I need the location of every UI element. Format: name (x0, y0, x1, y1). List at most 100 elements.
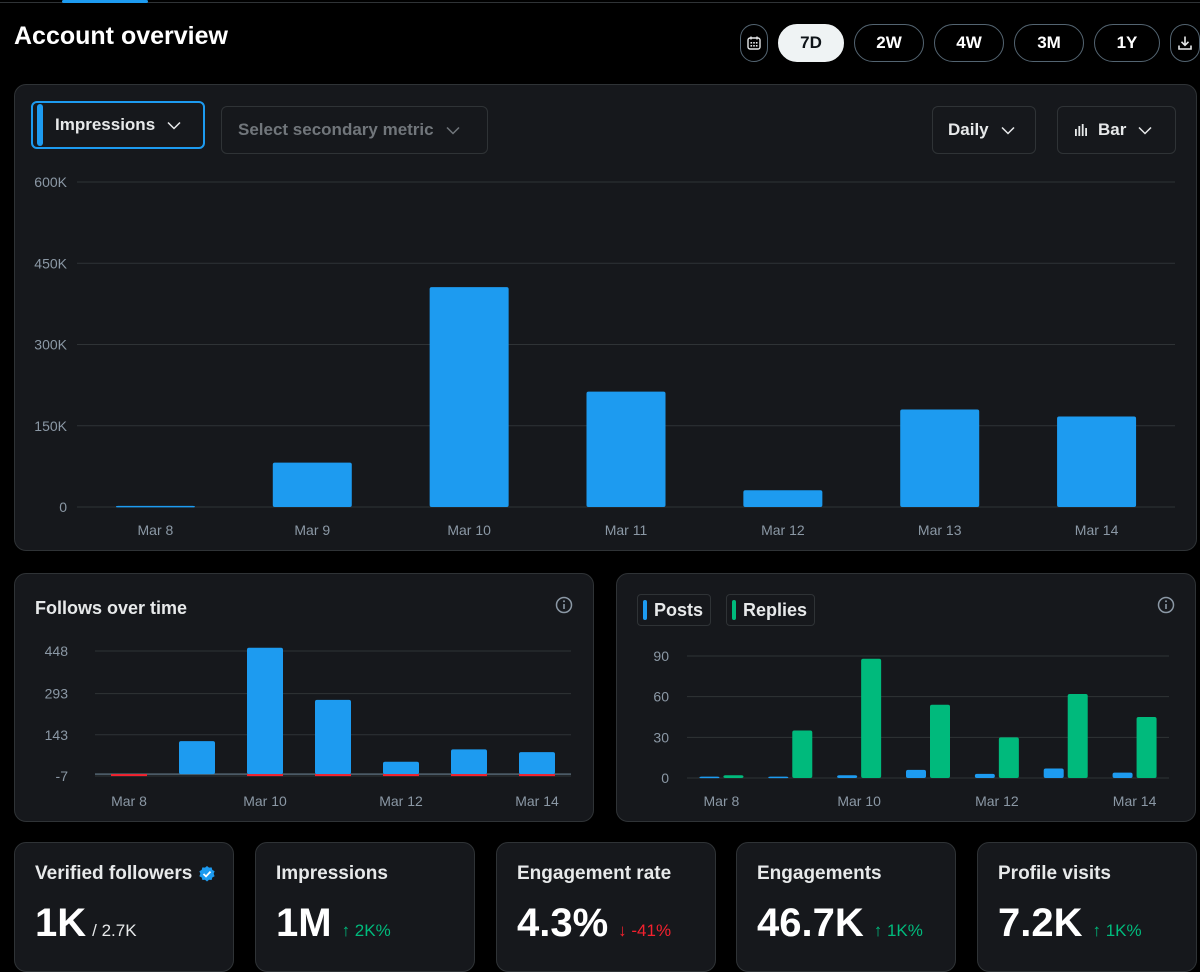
range-7d-button[interactable]: 7D (778, 24, 844, 62)
legend-posts-label: Posts (654, 599, 704, 620)
download-button[interactable] (1170, 24, 1200, 62)
y-tick-label: -7 (56, 768, 69, 784)
info-icon[interactable] (1157, 596, 1175, 614)
replies-legend-marker (732, 600, 736, 620)
y-tick-label: 600K (34, 174, 67, 190)
stat-profile-visits[interactable]: Profile visits 7.2K ↑ 1K% (977, 842, 1197, 972)
stat-value: 1K (35, 901, 87, 945)
posts-bar (1043, 768, 1064, 778)
verified-badge-icon (199, 866, 215, 882)
chevron-down-icon (1138, 126, 1152, 135)
legend-replies[interactable]: Replies (726, 594, 816, 626)
y-tick-label: 60 (653, 689, 669, 705)
y-tick-label: 448 (45, 643, 69, 659)
follows-bar (179, 741, 215, 775)
posts-bar (974, 773, 995, 778)
y-tick-label: 150K (34, 418, 67, 434)
x-tick-label: Mar 11 (605, 522, 648, 538)
legend-replies-label: Replies (743, 599, 808, 620)
y-tick-label: 0 (59, 499, 67, 515)
unfollows-bar (315, 774, 351, 777)
x-tick-label: Mar 10 (243, 793, 287, 809)
posts-replies-bar-chart: 0 30 60 90 Mar 8 Mar 10 Mar 12 Mar 14 (653, 648, 1169, 809)
follows-bar (451, 749, 487, 775)
stat-impressions[interactable]: Impressions 1M ↑ 2K% (255, 842, 475, 972)
impressions-bar (900, 409, 980, 507)
unfollows-bar (111, 774, 147, 777)
range-1y-button[interactable]: 1Y (1094, 24, 1160, 62)
follows-bar (383, 761, 419, 775)
y-tick-label: 300K (34, 337, 67, 353)
page-title: Account overview (14, 22, 228, 50)
posts-bar (837, 775, 858, 778)
impressions-bar (272, 462, 352, 507)
stat-label: Verified followers (35, 863, 193, 884)
impressions-bar (586, 391, 666, 507)
unfollows-bar (383, 774, 419, 777)
granularity-select[interactable]: Daily (932, 106, 1036, 154)
y-tick-label: 293 (45, 686, 69, 702)
follows-bar (519, 752, 555, 775)
impressions-bar (429, 287, 509, 507)
follows-bar-chart: -7 143 293 448 Mar 8 Mar 10 Mar 12 Mar 14 (45, 643, 571, 809)
posts-bar (699, 776, 720, 779)
stat-value-row: 7.2K ↑ 1K% (998, 901, 1142, 946)
calendar-icon (747, 36, 761, 50)
x-tick-label: Mar 8 (111, 793, 147, 809)
y-tick-label: 0 (661, 770, 669, 786)
x-tick-label: Mar 12 (761, 522, 805, 538)
x-tick-label: Mar 8 (704, 793, 740, 809)
posts-bar (768, 776, 789, 779)
x-tick-label: Mar 14 (515, 793, 559, 809)
primary-metric-select[interactable]: Impressions (31, 101, 205, 149)
posts-bar (1112, 772, 1133, 778)
stat-value: 1M (276, 901, 332, 945)
follows-bar (315, 699, 351, 775)
range-4w-button[interactable]: 4W (934, 24, 1004, 62)
stat-engagements[interactable]: Engagements 46.7K ↑ 1K% (736, 842, 956, 972)
impressions-chart-card: Impressions Select secondary metric Dail… (14, 84, 1197, 551)
replies-bar (861, 658, 882, 778)
secondary-metric-select[interactable]: Select secondary metric (221, 106, 488, 154)
top-divider (0, 2, 1200, 3)
y-tick-label: 143 (45, 727, 69, 743)
replies-bar (1067, 693, 1088, 778)
granularity-label: Daily (948, 120, 989, 139)
unfollows-bar (451, 774, 487, 777)
info-icon[interactable] (555, 596, 573, 614)
legend-posts[interactable]: Posts (637, 594, 712, 626)
range-3m-button[interactable]: 3M (1014, 24, 1084, 62)
posts-replies-card: Posts Replies 0 30 60 90 Mar 8 Mar 10 Mar 12 Ma… (616, 573, 1196, 822)
stat-label: Profile visits (998, 863, 1111, 884)
chart-type-select[interactable]: Bar (1057, 106, 1176, 154)
download-icon (1178, 36, 1192, 50)
stat-delta-up: ↑ 1K% (1092, 921, 1142, 940)
calendar-button[interactable] (740, 24, 768, 62)
replies-bar (998, 737, 1019, 778)
stat-value-row: 46.7K ↑ 1K% (757, 901, 923, 946)
follows-card: Follows over time -7 143 293 448 Mar 8 Mar 10… (14, 573, 594, 822)
primary-metric-label: Impressions (55, 115, 156, 134)
unfollows-bar (247, 774, 283, 777)
x-tick-label: Mar 13 (918, 522, 962, 538)
stat-value-row: 1M ↑ 2K% (276, 901, 391, 946)
follows-bar (247, 647, 283, 775)
stat-verified-followers[interactable]: Verified followers 1K / 2.7K (14, 842, 234, 972)
unfollows-bar (519, 774, 555, 777)
stat-verified-followers-label-row: Verified followers (35, 863, 216, 885)
stat-value: 7.2K (998, 901, 1083, 945)
chevron-down-icon (1001, 126, 1015, 135)
stat-label: Engagement rate (517, 863, 672, 884)
x-tick-label: Mar 14 (1113, 793, 1157, 809)
range-2w-button[interactable]: 2W (854, 24, 924, 62)
x-tick-label: Mar 12 (975, 793, 1019, 809)
y-tick-label: 30 (653, 729, 669, 745)
primary-metric-marker (37, 104, 43, 146)
stat-engagement-rate[interactable]: Engagement rate 4.3% ↓ -41% (496, 842, 716, 972)
x-tick-label: Mar 8 (138, 522, 174, 538)
stat-delta-up: ↑ 1K% (873, 921, 923, 940)
stat-delta-up: ↑ 2K% (341, 921, 391, 940)
x-tick-label: Mar 14 (1075, 522, 1119, 538)
impressions-bar (115, 505, 195, 508)
x-tick-label: Mar 10 (837, 793, 881, 809)
